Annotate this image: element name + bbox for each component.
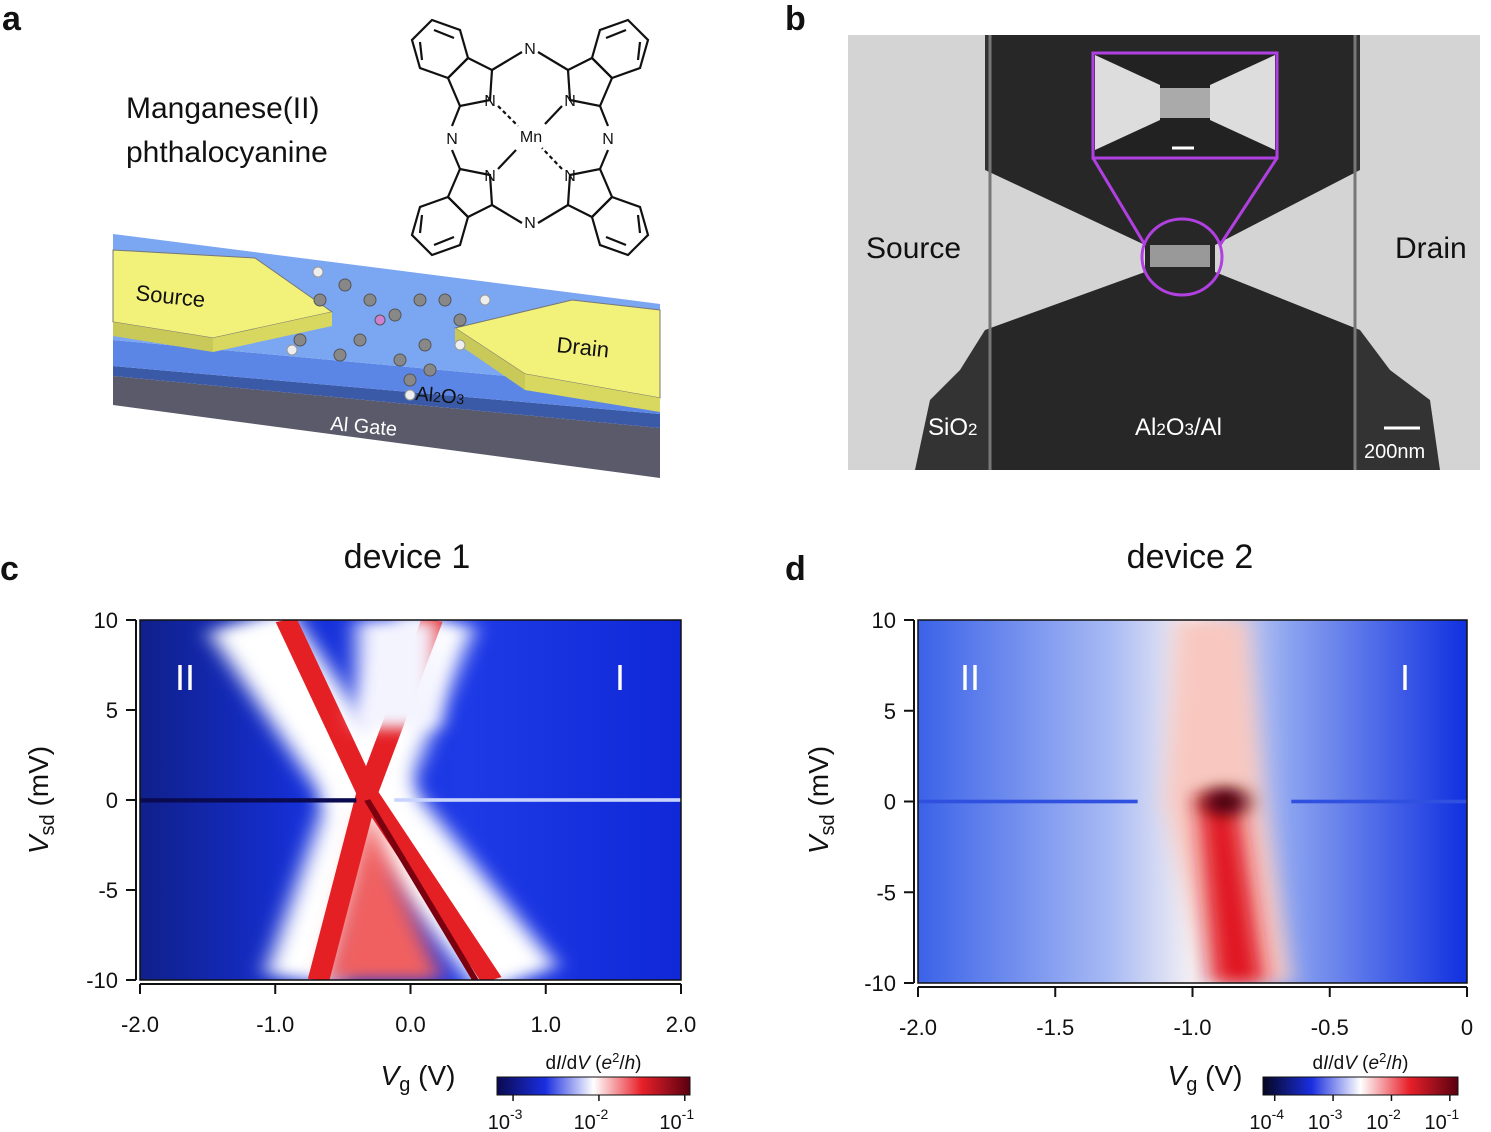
atom-label: N (524, 215, 536, 232)
molecule-structure (410, 18, 650, 257)
atom-label: N (524, 41, 536, 58)
electrode-label: Drain (555, 332, 610, 362)
x-tick-label: 1.0 (530, 1012, 561, 1037)
x-tick-label: -2.0 (899, 1015, 937, 1040)
x-axis-label: Vg (V) (1168, 1060, 1243, 1096)
colorbar-tick-label: 10-2 (574, 1106, 609, 1132)
y-tick-label: 10 (94, 608, 118, 633)
x-tick-label: 0.0 (395, 1012, 426, 1037)
x-axis-label: Vg (V) (381, 1060, 456, 1096)
x-tick-label: -0.5 (1311, 1015, 1349, 1040)
plot-frame (917, 619, 1468, 984)
sem-image (848, 35, 1480, 470)
panel-label: c (0, 550, 19, 588)
molecule-name: Manganese(II) (126, 92, 319, 125)
electrode-label: Drain (1395, 232, 1467, 265)
x-tick-label: -1.0 (1174, 1015, 1212, 1040)
y-tick-label: -5 (876, 880, 896, 905)
annotation: I (1400, 657, 1410, 698)
colorbar (1262, 1076, 1459, 1096)
colorbar-tick-label: 10-2 (1366, 1106, 1401, 1132)
colorbar (496, 1076, 691, 1096)
panel-label: b (785, 0, 806, 38)
y-tick-label: 10 (872, 608, 896, 633)
annotation: II (175, 657, 195, 698)
atom-label: N (564, 93, 576, 110)
y-tick-label: -5 (98, 878, 118, 903)
atom-label: N (446, 131, 458, 148)
colorbar-tick-label: 10-3 (488, 1106, 523, 1132)
atom-label: N (484, 168, 496, 185)
x-tick-label: 0 (1461, 1015, 1473, 1040)
annotation: I (615, 657, 625, 698)
atom-label: N (602, 131, 614, 148)
colorbar-label: dI/dV (e2/h) (1312, 1050, 1408, 1074)
panel-label: d (785, 550, 806, 588)
colorbar-tick-label: 10-1 (1424, 1106, 1459, 1132)
layer-label: Al Gate (330, 413, 398, 441)
scale-bar-label: 200nm (1364, 441, 1425, 463)
colorbar-label: dI/dV (e2/h) (545, 1050, 641, 1074)
x-tick-label: -1.0 (256, 1012, 294, 1037)
annotation: II (960, 657, 980, 698)
molecule-name: phthalocyanine (126, 136, 328, 169)
x-tick-label: -2.0 (121, 1012, 159, 1037)
atom-label: Mn (520, 129, 542, 146)
colorbar-tick-label: 10-4 (1249, 1106, 1284, 1132)
atom-label: N (564, 168, 576, 185)
colorbar-tick-label: 10-1 (659, 1106, 694, 1132)
layer-label: Al2O3/Al (1135, 414, 1222, 441)
y-tick-label: 5 (884, 699, 896, 724)
y-axis-label: Vsd (mV) (23, 746, 59, 854)
device-illustration (112, 234, 661, 478)
panel-label: a (2, 0, 22, 38)
y-tick-label: 0 (106, 788, 118, 813)
layer-label: Al2O3 (415, 383, 466, 409)
atom-label: N (484, 93, 496, 110)
chart-title: device 1 (344, 538, 471, 576)
y-tick-label: -10 (864, 971, 896, 996)
x-tick-label: 2.0 (666, 1012, 697, 1037)
heatmap (918, 620, 1467, 983)
heatmap (140, 620, 681, 980)
x-tick-label: -1.5 (1036, 1015, 1074, 1040)
electrode-label: Source (866, 232, 961, 265)
y-axis-label: Vsd (mV) (803, 746, 839, 854)
plot-frame (139, 619, 682, 981)
colorbar-tick-label: 10-3 (1308, 1106, 1343, 1132)
y-tick-label: -10 (86, 968, 118, 993)
y-tick-label: 0 (884, 790, 896, 815)
chart-title: device 2 (1127, 538, 1254, 576)
layer-label: SiO2 (928, 414, 977, 441)
y-tick-label: 5 (106, 698, 118, 723)
